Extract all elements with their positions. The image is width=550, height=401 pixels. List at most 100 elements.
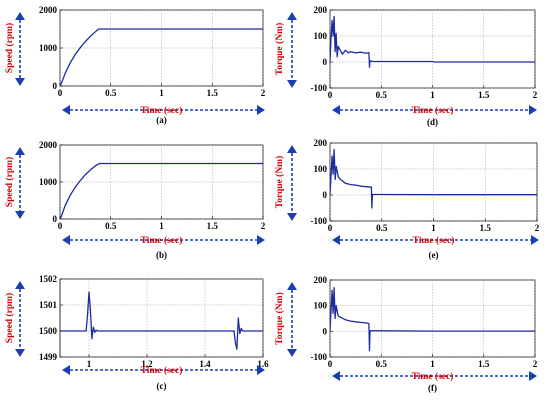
x-axis-label: Time (sec) xyxy=(141,365,183,376)
series-line-a xyxy=(60,28,263,86)
x-tick-label: 0 xyxy=(328,359,333,369)
y-axis-label: Torque (Nm) xyxy=(274,292,285,345)
x-tick-label: 0.5 xyxy=(376,359,388,369)
y-axis-label: Torque (Nm) xyxy=(274,156,285,209)
series-line-b xyxy=(60,162,263,219)
y-arrow-head-up xyxy=(15,147,25,155)
x-arrow-head-left xyxy=(332,105,340,115)
y-tick-label: 100 xyxy=(314,164,328,174)
chart-panel-c: 1 1.2 1.4 1.6 1499 1500 1501 1502 Time (sec) Spee… xyxy=(4,274,269,391)
panel-caption: (b) xyxy=(156,250,167,260)
x-tick-label: 1.4 xyxy=(199,359,211,369)
y-tick-label: 0 xyxy=(53,81,58,91)
panel-caption: (d) xyxy=(427,117,438,127)
x-tick-label: 1 xyxy=(87,359,92,369)
x-arrow-head-right xyxy=(257,235,265,245)
x-tick-label: 2 xyxy=(261,221,266,231)
y-tick-label: 0 xyxy=(53,214,58,224)
series-line-e xyxy=(330,148,537,209)
y-arrow-head-up xyxy=(287,12,297,20)
chart-panel-a: 0 0.5 1 1.5 2 0 1000 2000 Time (sec) Speed (rpm) (… xyxy=(4,5,266,125)
x-arrow-head-left xyxy=(62,235,70,245)
y-tick-label: 200 xyxy=(314,275,328,285)
y-arrow-head-down xyxy=(287,80,297,88)
y-tick-label: 0 xyxy=(323,326,328,336)
x-axis-label: Time (sec) xyxy=(141,235,183,246)
x-arrow-head-left xyxy=(332,371,340,381)
x-tick-label: 0 xyxy=(58,221,63,231)
x-tick-label: 0.5 xyxy=(376,90,388,100)
x-axis-label: Time (sec) xyxy=(412,105,454,116)
x-tick-label: 1.5 xyxy=(478,90,490,100)
x-arrow-head-left xyxy=(62,365,70,375)
y-arrow-head-down xyxy=(287,349,297,357)
x-tick-label: 0.5 xyxy=(376,223,388,233)
panel-caption: (e) xyxy=(429,250,439,260)
y-arrow-head-down xyxy=(15,349,25,357)
y-arrow-head-down xyxy=(287,213,297,221)
x-arrow-head-right xyxy=(257,105,265,115)
y-tick-label: 1000 xyxy=(39,177,58,187)
y-arrow-head-up xyxy=(15,12,25,20)
x-arrow-head-right xyxy=(529,105,537,115)
y-tick-label: 200 xyxy=(314,138,328,148)
x-axis-label: Time (sec) xyxy=(412,371,454,382)
y-tick-label: 1502 xyxy=(39,274,58,284)
panel-caption: (f) xyxy=(428,383,437,393)
x-tick-label: 1.2 xyxy=(141,359,153,369)
x-tick-label: 1.5 xyxy=(207,88,219,98)
x-arrow-head-left xyxy=(332,235,340,245)
y-tick-label: -100 xyxy=(311,83,328,93)
y-arrow-head-down xyxy=(15,211,25,219)
x-tick-label: 1 xyxy=(159,221,164,231)
x-arrow-head-right xyxy=(531,235,539,245)
series-line-f xyxy=(330,287,535,352)
x-tick-label: 2 xyxy=(535,223,540,233)
x-tick-label: 1 xyxy=(159,88,164,98)
y-arrow-head-up xyxy=(15,281,25,289)
y-tick-label: -100 xyxy=(311,352,328,362)
y-axis-label: Speed (rpm) xyxy=(4,23,15,73)
x-axis-label: Time (sec) xyxy=(413,235,455,246)
series-line-d xyxy=(330,15,535,68)
y-tick-label: 100 xyxy=(314,31,328,41)
x-tick-label: 0 xyxy=(328,90,333,100)
y-arrow-head-up xyxy=(287,145,297,153)
y-tick-label: 2000 xyxy=(39,140,58,150)
y-axis-label: Speed (rpm) xyxy=(4,157,15,207)
y-tick-label: 1501 xyxy=(39,300,58,310)
x-tick-label: 2 xyxy=(533,359,538,369)
y-arrow-head-up xyxy=(287,282,297,290)
y-tick-label: 0 xyxy=(323,57,328,67)
x-tick-label: 1 xyxy=(430,359,435,369)
x-tick-label: 1 xyxy=(430,90,435,100)
x-tick-label: 1 xyxy=(431,223,436,233)
x-tick-label: 2 xyxy=(261,88,266,98)
series-line-c xyxy=(60,291,263,350)
x-tick-label: 0 xyxy=(58,88,63,98)
x-tick-label: 1.5 xyxy=(207,221,219,231)
y-tick-label: -100 xyxy=(311,216,328,226)
plot-frame xyxy=(59,278,264,358)
panel-caption: (a) xyxy=(156,115,167,125)
y-tick-label: 1500 xyxy=(39,326,58,336)
x-tick-label: 2 xyxy=(533,90,538,100)
x-tick-label: 0.5 xyxy=(105,88,117,98)
x-arrow-head-right xyxy=(257,365,265,375)
x-tick-label: 1.6 xyxy=(257,359,269,369)
x-arrow-head-left xyxy=(62,105,70,115)
y-tick-label: 0 xyxy=(323,190,328,200)
x-tick-label: 0.5 xyxy=(105,221,117,231)
y-axis-label: Torque (Nm) xyxy=(274,23,285,76)
y-tick-label: 2000 xyxy=(39,5,58,15)
y-axis-label: Speed (rpm) xyxy=(4,293,15,343)
x-axis-label: Time (sec) xyxy=(141,105,183,116)
panel-caption: (c) xyxy=(157,381,167,391)
x-tick-label: 1.5 xyxy=(478,359,490,369)
y-arrow-head-down xyxy=(15,78,25,86)
y-tick-label: 1000 xyxy=(39,43,58,53)
